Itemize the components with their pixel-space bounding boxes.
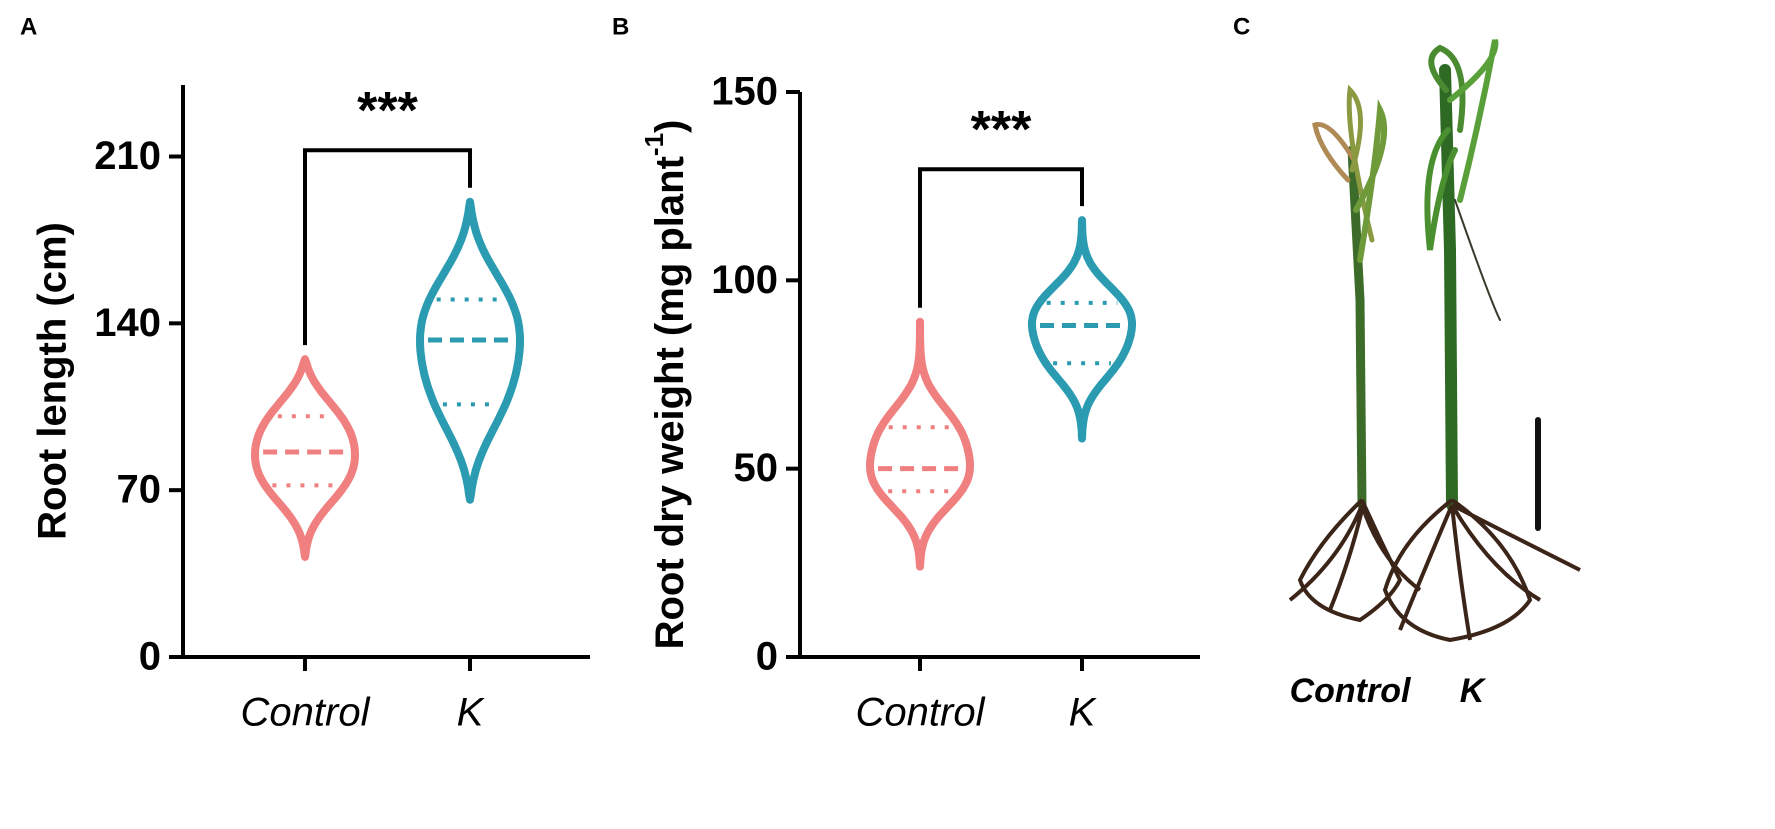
photo-label: K (1460, 672, 1487, 710)
y-axis-label: Root length (cm) (31, 222, 75, 540)
y-tick-label: 140 (94, 301, 161, 345)
photo-label: Control (1290, 672, 1412, 710)
y-tick-label: 100 (711, 258, 778, 302)
panel-label: A (20, 13, 37, 40)
y-tick-label: 210 (94, 134, 161, 178)
y-axis-label-tail: ) (648, 120, 692, 133)
y-tick-label: 150 (711, 70, 778, 114)
significance-bracket (303, 148, 472, 346)
y-axis-label: Root dry weight (mg plant-1) (639, 120, 692, 650)
y-tick-label: 70 (117, 468, 162, 512)
y-tick-label: 0 (139, 635, 161, 679)
significance-label: *** (357, 82, 418, 140)
significance-label: *** (971, 101, 1032, 159)
y-tick-label: 0 (756, 635, 778, 679)
significance-bracket (918, 167, 1084, 308)
violin (416, 197, 524, 504)
y-axis-label-sup: -1 (639, 133, 669, 156)
y-tick-label: 50 (734, 446, 779, 490)
violin (1028, 216, 1136, 443)
y-axis-label-text: Root dry weight (mg plant (648, 156, 692, 649)
x-tick-label: K (457, 691, 486, 735)
violin (251, 355, 359, 561)
violin (866, 317, 974, 571)
x-tick-label: Control (856, 691, 986, 735)
panel-label: C (1233, 13, 1250, 40)
x-tick-label: K (1069, 691, 1098, 735)
panel-label: B (612, 13, 629, 40)
x-tick-label: Control (241, 691, 371, 735)
photo (1288, 39, 1581, 643)
